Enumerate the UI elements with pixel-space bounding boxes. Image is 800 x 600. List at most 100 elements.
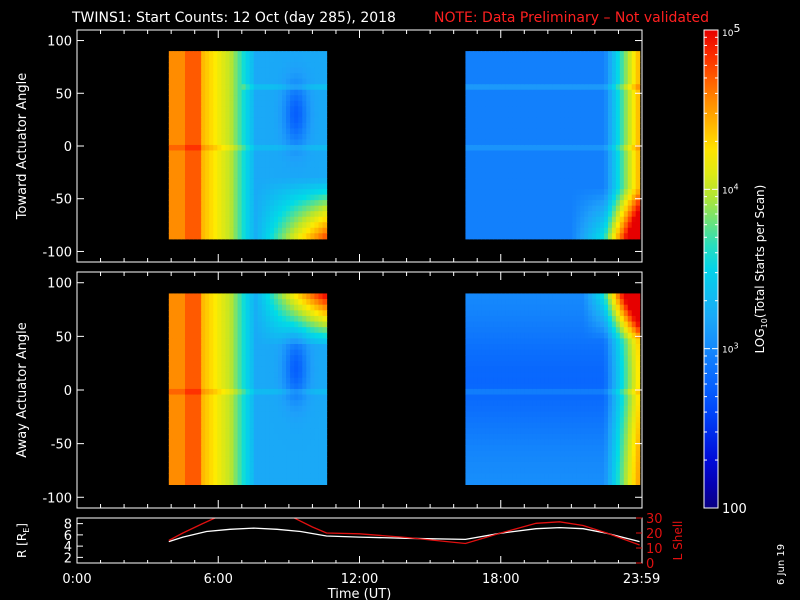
heatmap-cell: [237, 411, 243, 418]
heatmap-cell: [619, 62, 625, 69]
heatmap-cell: [512, 200, 518, 207]
heatmap-cell: [508, 161, 514, 168]
heatmap-cell: [257, 473, 263, 480]
heatmap-cell: [318, 128, 324, 135]
heatmap-cell: [607, 106, 613, 113]
heatmap-cell: [269, 327, 275, 334]
heatmap-cell: [233, 383, 239, 390]
heatmap-cell: [322, 327, 328, 334]
heatmap-cell: [269, 183, 275, 190]
heatmap-cell: [282, 473, 287, 480]
heatmap-cell: [180, 445, 186, 452]
heatmap-cell: [197, 51, 202, 58]
heatmap-cell: [249, 117, 255, 124]
heatmap-cell: [193, 222, 198, 229]
heatmap-cell: [540, 400, 546, 407]
heatmap-cell: [273, 293, 279, 300]
heatmap-cell: [524, 106, 530, 113]
heatmap-cell: [205, 117, 210, 124]
heatmap-cell: [310, 422, 315, 429]
heatmap-cell: [635, 211, 641, 218]
heatmap-cell: [540, 422, 546, 429]
heatmap-cell: [548, 344, 554, 351]
heatmap-cell: [536, 78, 542, 85]
heatmap-cell: [501, 56, 506, 63]
heatmap-cell: [261, 183, 267, 190]
heatmap-cell: [489, 478, 494, 485]
heatmap-cell: [528, 383, 534, 390]
heatmap-cell: [213, 428, 218, 435]
heatmap-cell: [481, 155, 486, 163]
heatmap-cell: [477, 189, 482, 196]
heatmap-cell: [600, 106, 605, 113]
heatmap-cell: [611, 128, 617, 135]
heatmap-cell: [176, 122, 182, 129]
heatmap-cell: [520, 315, 526, 323]
heatmap-cell: [544, 89, 550, 96]
heatmap-cell: [298, 445, 303, 452]
heatmap-cell: [600, 178, 605, 185]
heatmap-cell: [306, 211, 311, 218]
heatmap-cell: [596, 216, 601, 223]
heatmap-cell: [516, 315, 522, 323]
heatmap-cell: [540, 95, 546, 102]
heatmap-cell: [168, 89, 174, 96]
heatmap-cell: [213, 167, 218, 174]
heatmap-cell: [607, 194, 613, 201]
heatmap-cell: [619, 95, 625, 102]
heatmap-cell: [205, 327, 210, 334]
heatmap-cell: [524, 405, 530, 412]
heatmap-cell: [261, 467, 267, 474]
heatmap-cell: [493, 78, 498, 85]
heatmap-cell: [261, 394, 267, 401]
heatmap-cell: [213, 372, 218, 379]
heatmap-cell: [217, 349, 222, 356]
heatmap-cell: [180, 405, 186, 412]
heatmap-cell: [520, 355, 526, 362]
heatmap-cell: [512, 128, 518, 135]
heatmap-cell: [278, 299, 283, 306]
heatmap-cell: [257, 417, 263, 424]
heatmap-cell: [485, 89, 490, 96]
heatmap-cell: [213, 178, 218, 185]
heatmap-cell: [615, 216, 621, 223]
heatmap-cell: [269, 445, 275, 452]
heatmap-cell: [184, 349, 190, 356]
heatmap-cell: [512, 95, 518, 102]
heatmap-cell: [290, 377, 295, 384]
heatmap-cell: [257, 100, 263, 107]
heatmap-cell: [619, 128, 625, 135]
heatmap-cell: [298, 106, 303, 113]
heatmap-cell: [294, 377, 299, 384]
heatmap-cell: [217, 422, 222, 429]
heatmap-cell: [524, 394, 530, 401]
heatmap-cell: [604, 189, 609, 196]
heatmap-cell: [225, 450, 231, 457]
heatmap-cell: [501, 183, 506, 190]
heatmap-cell: [544, 56, 550, 63]
heatmap-cell: [516, 394, 522, 401]
heatmap-cell: [257, 51, 263, 58]
heatmap-cell: [548, 467, 554, 474]
heatmap-cell: [249, 144, 255, 152]
heatmap-cell: [477, 178, 482, 185]
heatmap-cell: [607, 183, 613, 190]
heatmap-cell: [520, 172, 526, 179]
heatmap-cell: [237, 200, 243, 207]
heatmap-cell: [477, 377, 482, 384]
heatmap-cell: [302, 355, 307, 362]
heatmap-cell: [180, 473, 186, 480]
heatmap-cell: [249, 372, 255, 379]
heatmap-cell: [481, 89, 486, 96]
heatmap-cell: [532, 411, 538, 418]
heatmap-cell: [201, 366, 206, 373]
heatmap-cell: [225, 62, 231, 69]
heatmap-cell: [282, 150, 287, 157]
heatmap-cell: [294, 122, 299, 129]
heatmap-cell: [184, 144, 190, 152]
heatmap-cell: [512, 299, 518, 306]
heatmap-cell: [193, 478, 198, 485]
heatmap-cell: [469, 473, 474, 480]
heatmap-cell: [635, 51, 641, 58]
heatmap-cell: [318, 84, 324, 91]
